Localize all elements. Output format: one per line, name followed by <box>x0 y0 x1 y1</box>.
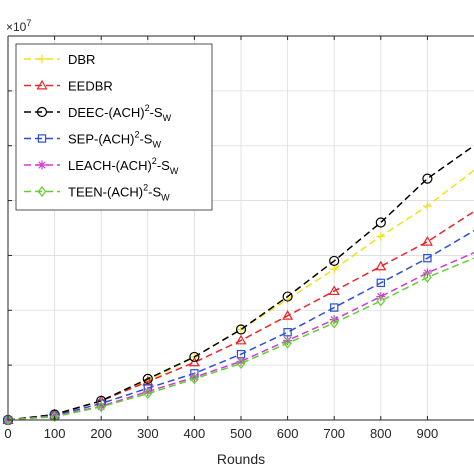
series-4 <box>3 251 474 425</box>
x-tick-label-2: 200 <box>90 426 112 441</box>
legend-label-5: TEEN-(ACH)2-SW <box>68 183 170 203</box>
series-2-point-6 <box>282 291 293 302</box>
legend-marker-5 <box>37 186 47 197</box>
y-axis-exponent-label: ×107 <box>6 18 31 34</box>
legend-marker-1 <box>36 79 48 90</box>
series-1 <box>2 210 474 424</box>
series-3-point-7 <box>330 303 339 312</box>
legend-item-4: LEACH-(ACH)2-SW <box>24 156 179 176</box>
x-tick-label-4: 400 <box>184 426 206 441</box>
series-5-point-4 <box>190 373 199 385</box>
series-1-point-9 <box>421 236 433 246</box>
legend-marker-0 <box>37 54 47 64</box>
series-4-point-7 <box>329 315 339 325</box>
series-line-5 <box>7 257 474 421</box>
legend-item-2: DEEC-(ACH)2-SW <box>24 103 172 123</box>
series-line-2 <box>7 145 474 421</box>
series-4-point-6 <box>283 335 293 345</box>
legend-item-0: DBR <box>24 52 95 67</box>
series-0-point-9 <box>422 201 432 211</box>
series-3-point-6 <box>283 328 292 337</box>
series-5-point-6 <box>283 337 292 349</box>
series-5-point-2 <box>96 401 106 413</box>
series-1-point-8 <box>375 260 387 271</box>
series-2-point-3 <box>142 373 153 384</box>
legend-item-3: SEP-(ACH)2-SW <box>24 130 161 150</box>
x-tick-label-9: 900 <box>417 426 439 441</box>
x-tick-label-0: 0 <box>4 426 11 441</box>
series-0-point-5 <box>236 324 246 334</box>
series-3 <box>3 230 474 425</box>
series-0-point-8 <box>376 231 386 241</box>
series-2-point-8 <box>375 217 386 228</box>
legend-item-1: EEDBR <box>24 79 113 94</box>
x-tick-label-5: 500 <box>230 426 252 441</box>
legend-label-2: DEEC-(ACH)2-SW <box>68 103 172 123</box>
x-tick-label-3: 300 <box>137 426 159 441</box>
series-4-point-4 <box>189 372 199 382</box>
legend-label-4: LEACH-(ACH)2-SW <box>68 156 179 176</box>
legend-marker-2 <box>36 106 48 118</box>
x-tick-label-7: 700 <box>323 426 345 441</box>
series-4-point-3 <box>143 386 153 396</box>
legend-item-5: TEEN-(ACH)2-SW <box>24 183 170 203</box>
y-axis-exponent-power: 7 <box>26 18 31 28</box>
series-1-point-5 <box>235 334 247 345</box>
legend: DBR EEDBR DEEC-(ACH)2-SW SEP-(ACH)2-SW LEACH… <box>15 43 213 211</box>
series-2-point-4 <box>189 351 200 363</box>
series-5-point-1 <box>50 411 59 423</box>
x-tick-label-6: 600 <box>277 426 299 441</box>
series-5-point-3 <box>143 388 153 400</box>
tick-labels: 0 100 200 300 400 500 600 700 800 900 <box>4 426 438 441</box>
legend-marker-4 <box>37 160 47 170</box>
legend-label-3: SEP-(ACH)2-SW <box>68 130 161 150</box>
legend-marker-3 <box>37 134 47 143</box>
series-5-point-9 <box>423 271 432 283</box>
x-tick-label-8: 800 <box>370 426 392 441</box>
grid <box>8 36 474 420</box>
series-1-point-6 <box>282 310 294 320</box>
x-axis-label: Rounds <box>217 451 265 467</box>
series-5-point-0 <box>3 414 13 426</box>
legend-box <box>15 43 213 211</box>
legend-label-0: DBR <box>68 52 95 67</box>
series-2-point-5 <box>235 324 247 335</box>
axes <box>7 35 474 421</box>
series-5-point-8 <box>376 295 386 307</box>
y-axis-exponent-base: ×10 <box>6 20 27 34</box>
legend-label-1: EEDBR <box>68 79 113 94</box>
series-5-point-7 <box>329 317 339 329</box>
series-3-point-8 <box>376 278 386 288</box>
series-5-point-5 <box>236 358 246 369</box>
series-line-3 <box>7 230 474 421</box>
series-3-point-9 <box>423 253 432 263</box>
series-1-point-4 <box>188 356 200 367</box>
x-tick-label-1: 100 <box>44 426 66 441</box>
series-5 <box>3 257 474 426</box>
series-2-point-9 <box>422 173 433 184</box>
series-2-point-7 <box>329 255 340 267</box>
series-0-point-7 <box>329 264 339 274</box>
series-1-point-7 <box>328 285 340 296</box>
series-4-point-5 <box>236 356 246 366</box>
